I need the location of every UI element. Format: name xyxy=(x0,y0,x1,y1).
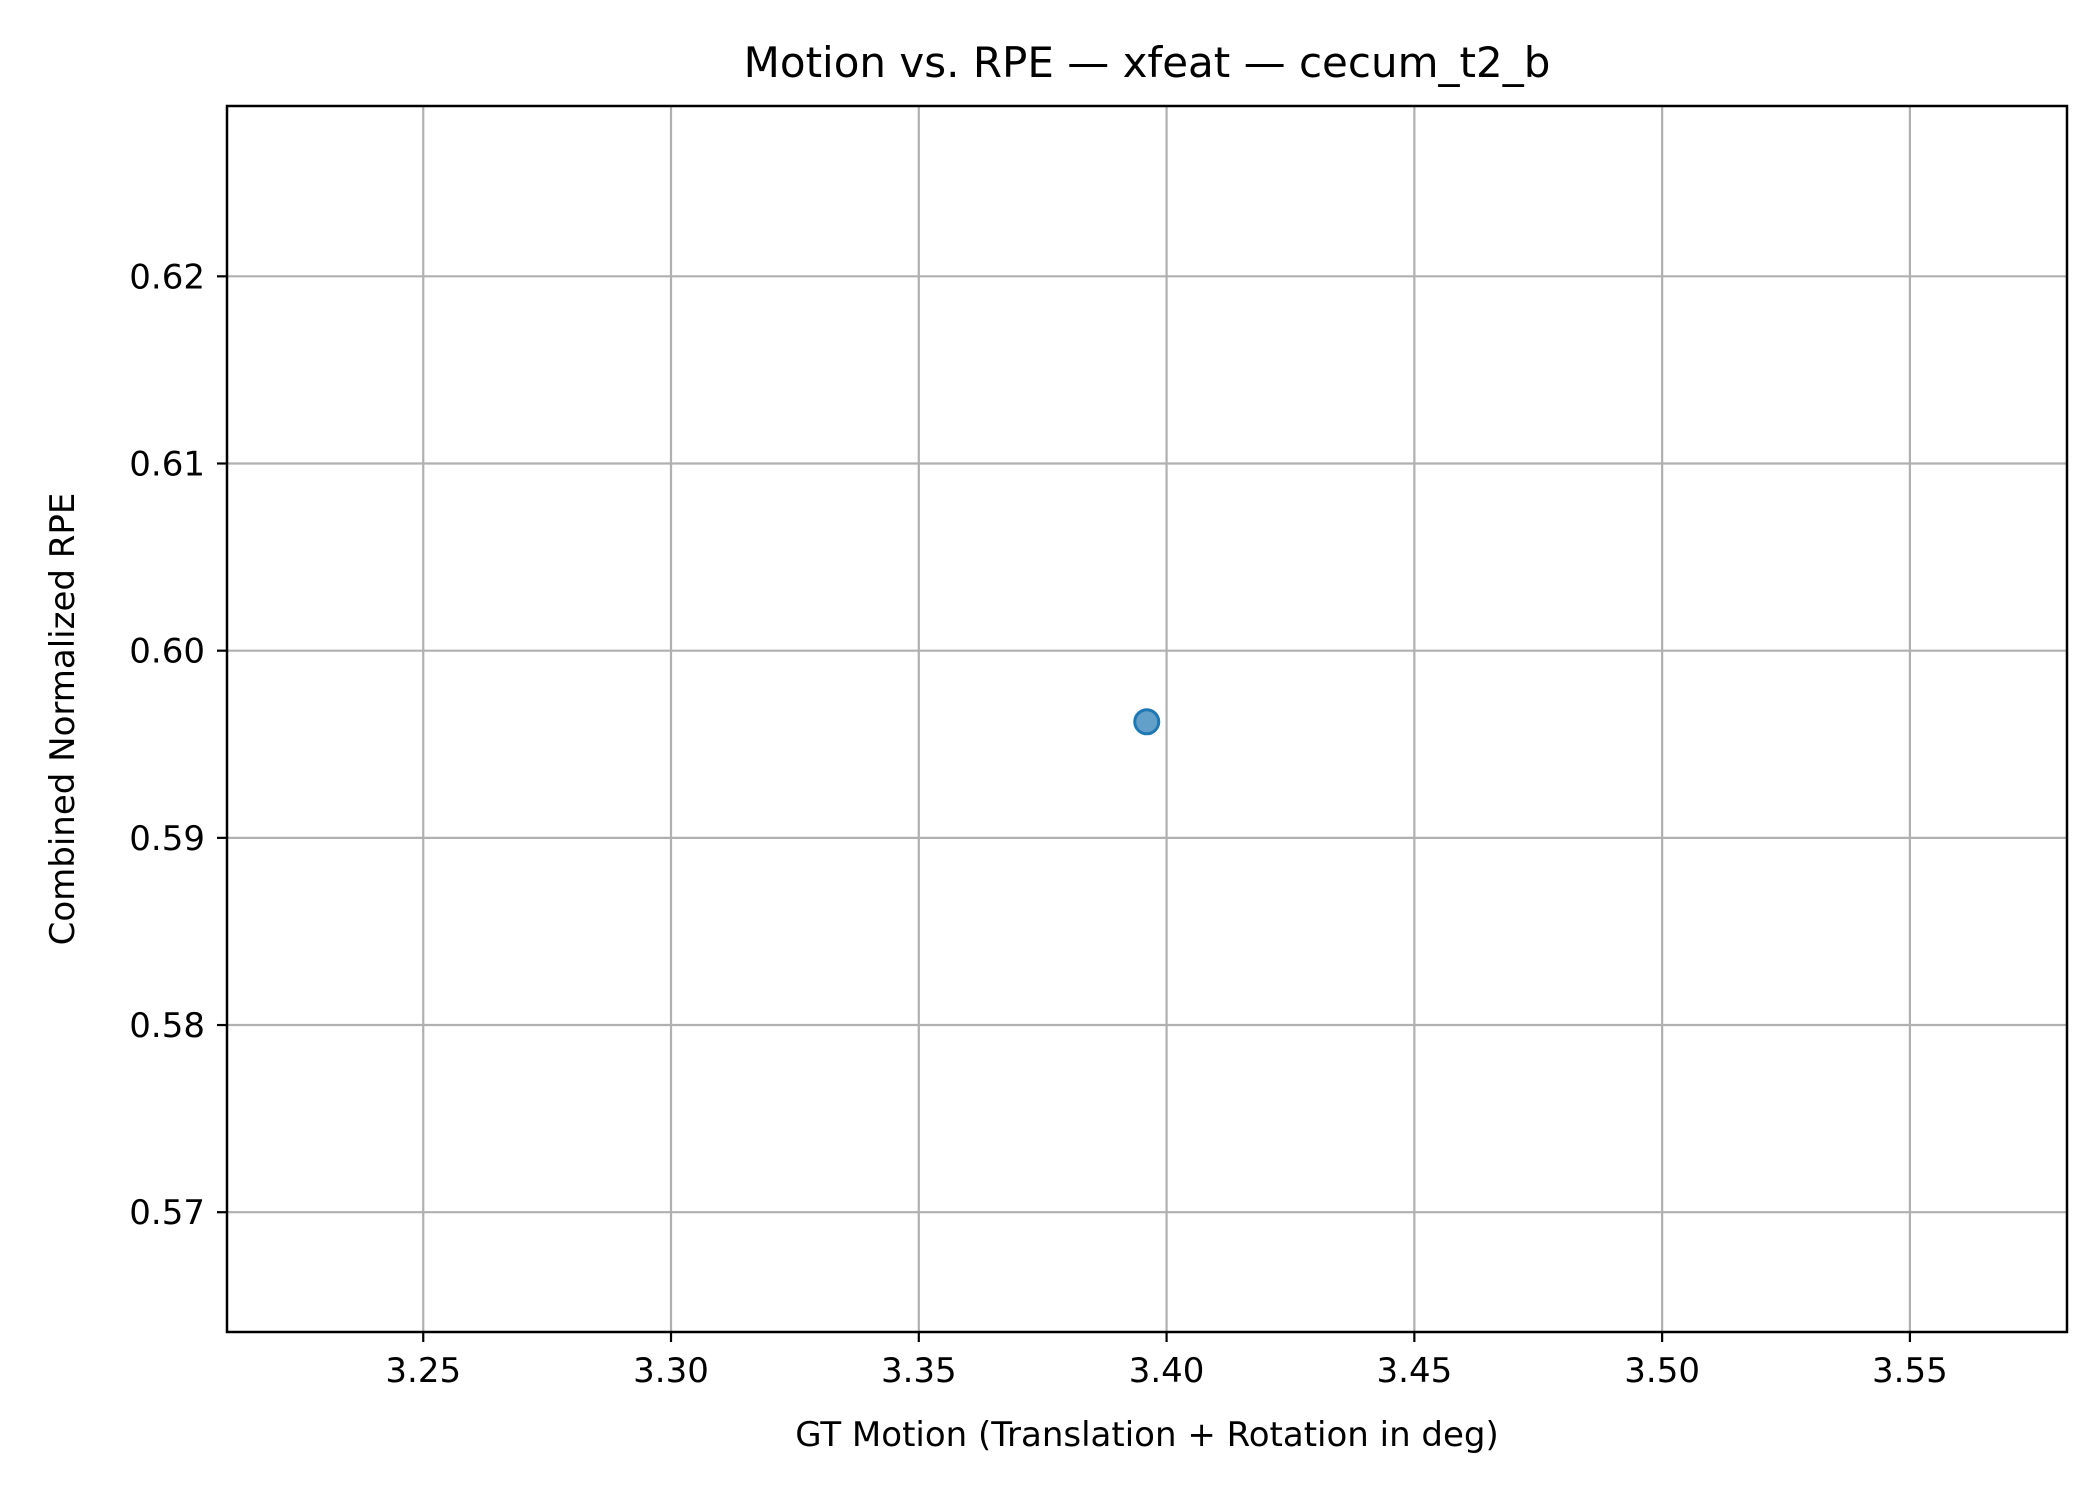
grid-lines xyxy=(227,106,2067,1332)
x-tick-label: 3.25 xyxy=(385,1351,461,1391)
y-tick-label: 0.62 xyxy=(129,257,205,297)
x-axis-label: GT Motion (Translation + Rotation in deg… xyxy=(795,1415,1499,1455)
x-tick-label: 3.55 xyxy=(1872,1351,1948,1391)
axis-ticks: 3.25 3.30 3.35 3.40 3.45 3.50 3.55 0.57 0.58 0.59… xyxy=(129,257,1947,1391)
y-axis-label: Combined Normalized RPE xyxy=(43,493,83,946)
x-tick-label: 3.30 xyxy=(633,1351,709,1391)
chart-title: Motion vs. RPE — xfeat — cecum_t2_b xyxy=(744,38,1551,87)
x-tick-label: 3.45 xyxy=(1377,1351,1453,1391)
y-tick-label: 0.60 xyxy=(129,632,205,672)
plot-frame xyxy=(225,104,2069,1334)
data-points xyxy=(1133,708,1161,736)
y-tick-label: 0.58 xyxy=(129,1006,205,1046)
x-tick-label: 3.35 xyxy=(881,1351,957,1391)
y-tick-label: 0.59 xyxy=(129,819,205,859)
data-point xyxy=(1133,708,1161,736)
y-tick-label: 0.61 xyxy=(129,445,205,485)
x-tick-label: 3.40 xyxy=(1129,1351,1205,1391)
x-tick-label: 3.50 xyxy=(1624,1351,1700,1391)
y-tick-label: 0.57 xyxy=(129,1193,205,1233)
